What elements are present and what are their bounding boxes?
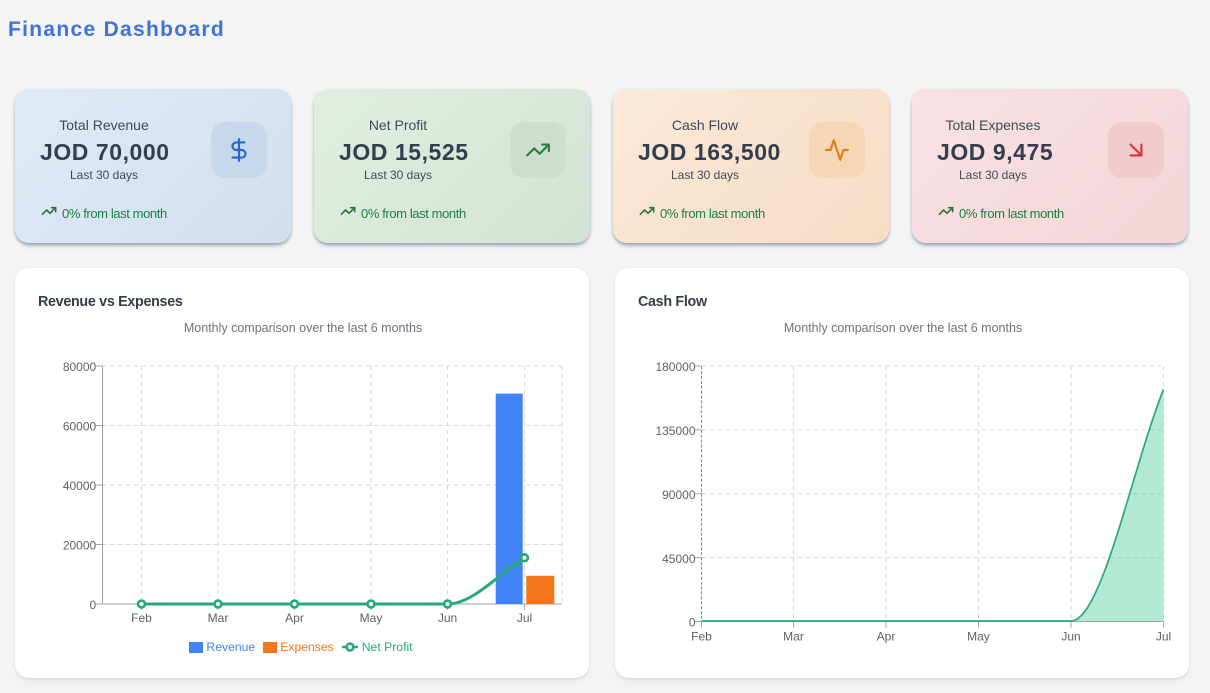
- svg-text:Mar: Mar: [783, 629, 804, 643]
- svg-text:0: 0: [689, 616, 696, 630]
- svg-text:Jun: Jun: [438, 611, 457, 625]
- svg-text:Jul: Jul: [1156, 629, 1171, 643]
- svg-text:Feb: Feb: [131, 611, 152, 625]
- svg-text:Apr: Apr: [285, 611, 304, 625]
- svg-text:20000: 20000: [63, 539, 97, 553]
- svg-text:40000: 40000: [63, 479, 97, 493]
- svg-text:May: May: [967, 629, 990, 643]
- svg-text:Mar: Mar: [208, 611, 229, 625]
- svg-text:60000: 60000: [63, 420, 97, 434]
- svg-text:135000: 135000: [655, 424, 695, 438]
- svg-text:Jul: Jul: [517, 611, 532, 625]
- svg-text:0: 0: [90, 598, 97, 612]
- svg-text:Jun: Jun: [1061, 629, 1080, 643]
- svg-text:May: May: [360, 611, 383, 625]
- svg-text:45000: 45000: [662, 552, 696, 566]
- svg-text:80000: 80000: [63, 360, 97, 374]
- svg-text:Feb: Feb: [691, 629, 712, 643]
- svg-text:Apr: Apr: [877, 629, 896, 643]
- svg-text:180000: 180000: [655, 360, 695, 374]
- svg-text:90000: 90000: [662, 488, 696, 502]
